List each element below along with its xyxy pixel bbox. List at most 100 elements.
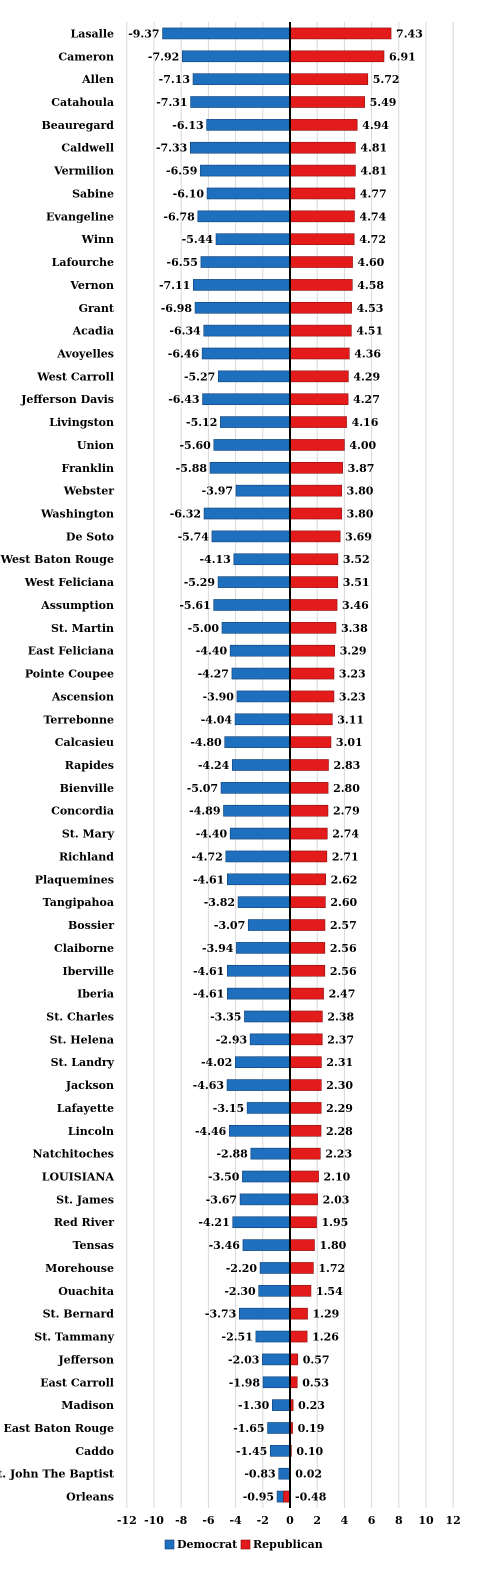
bar-republican-9 (289, 233, 355, 245)
bar-democrat-1 (181, 50, 291, 63)
bar-republican-4 (289, 119, 358, 131)
bar-republican-20 (289, 484, 342, 497)
bar-democrat-6 (200, 164, 291, 177)
category-label-23: West Baton Rouge (0, 553, 114, 566)
value-label-democrat-39: -3.07 (214, 919, 245, 932)
bar-republican-48 (289, 1124, 322, 1137)
bar-republican-34 (289, 804, 329, 817)
bar-democrat-8 (197, 210, 291, 223)
bar-republican-18 (289, 439, 345, 451)
value-label-democrat-30: -4.04 (201, 713, 233, 726)
category-label-5: Caldwell (61, 142, 114, 155)
bar-republican-0 (289, 27, 392, 40)
value-label-democrat-37: -4.61 (193, 873, 224, 886)
value-label-republican-39: 2.57 (330, 919, 357, 932)
value-label-republican-15: 4.29 (353, 370, 380, 383)
bar-republican-7 (289, 187, 356, 200)
bar-democrat-34 (223, 804, 291, 817)
value-label-republican-1: 6.91 (389, 50, 416, 63)
value-label-democrat-12: -6.98 (161, 302, 193, 315)
value-label-republican-57: 1.26 (312, 1331, 339, 1344)
bar-democrat-21 (203, 507, 291, 520)
bar-democrat-18 (213, 439, 291, 451)
category-label-52: Red River (54, 1216, 114, 1229)
value-label-republican-44: 2.37 (327, 1033, 354, 1046)
value-label-republican-12: 4.53 (357, 302, 384, 315)
value-label-democrat-56: -3.73 (205, 1308, 236, 1321)
bar-democrat-58 (262, 1353, 291, 1366)
category-label-10: Lafourche (52, 256, 114, 269)
bar-republican-19 (289, 461, 343, 474)
value-label-democrat-45: -4.02 (201, 1056, 232, 1069)
value-label-democrat-19: -5.88 (176, 462, 208, 475)
category-label-33: Bienville (60, 782, 114, 795)
value-label-republican-20: 3.80 (347, 485, 374, 498)
bar-republican-6 (289, 164, 356, 177)
category-label-28: Pointe Coupee (25, 668, 114, 681)
category-label-7: Sabine (72, 187, 114, 200)
category-label-43: St. Charles (46, 1010, 114, 1023)
bar-republican-42 (289, 987, 324, 1000)
value-label-democrat-43: -3.35 (210, 1010, 241, 1023)
bar-democrat-29 (236, 690, 291, 703)
bar-republican-15 (289, 370, 349, 383)
value-label-democrat-29: -3.90 (203, 690, 235, 703)
value-label-republican-64: -0.48 (295, 1491, 327, 1504)
bar-republican-54 (289, 1262, 314, 1274)
value-label-democrat-7: -6.10 (173, 187, 205, 200)
value-label-republican-46: 2.30 (326, 1079, 353, 1092)
bar-republican-36 (289, 850, 328, 863)
value-label-democrat-55: -2.30 (224, 1285, 256, 1298)
value-label-democrat-61: -1.65 (233, 1422, 264, 1435)
value-label-democrat-10: -6.55 (167, 256, 198, 269)
bar-republican-12 (289, 301, 352, 314)
value-label-democrat-13: -6.34 (169, 325, 201, 338)
category-label-53: Tensas (73, 1239, 114, 1252)
value-label-democrat-6: -6.59 (166, 165, 197, 178)
bar-democrat-14 (201, 347, 291, 360)
value-label-democrat-22: -5.74 (178, 530, 210, 543)
value-label-democrat-26: -5.00 (188, 622, 220, 635)
bar-democrat-35 (229, 827, 291, 840)
value-label-democrat-28: -4.27 (198, 668, 229, 681)
bar-republican-44 (289, 1033, 323, 1046)
bar-democrat-24 (217, 576, 291, 588)
value-label-republican-53: 1.80 (319, 1239, 346, 1252)
bar-republican-59 (289, 1376, 298, 1389)
bar-republican-49 (289, 1147, 321, 1160)
value-label-republican-13: 4.51 (356, 325, 383, 338)
bar-democrat-60 (272, 1399, 291, 1411)
category-label-58: Jefferson (57, 1353, 114, 1366)
value-label-republican-54: 1.72 (318, 1262, 345, 1275)
value-label-democrat-49: -2.88 (216, 1148, 248, 1161)
bar-republican-45 (289, 1056, 322, 1068)
x-tick-label-8: 4 (341, 1514, 349, 1527)
bar-democrat-10 (200, 256, 291, 268)
bar-republican-35 (289, 827, 328, 840)
category-label-6: Vermilion (53, 165, 114, 178)
category-label-45: St. Landry (51, 1056, 115, 1069)
bar-republican-22 (289, 530, 341, 543)
bar-republican-27 (289, 644, 336, 657)
category-label-20: Webster (63, 485, 114, 498)
bar-democrat-54 (259, 1262, 291, 1274)
value-label-republican-19: 3.87 (348, 462, 375, 475)
bar-democrat-3 (190, 96, 291, 108)
value-label-republican-9: 4.72 (359, 233, 386, 246)
category-label-13: Acadia (72, 325, 114, 338)
value-label-republican-6: 4.81 (360, 165, 387, 178)
value-label-republican-63: 0.02 (295, 1468, 322, 1481)
bar-democrat-46 (226, 1079, 291, 1091)
category-label-12: Grant (79, 302, 115, 315)
category-label-47: Lafayette (57, 1102, 114, 1115)
value-label-republican-59: 0.53 (302, 1376, 329, 1389)
value-label-republican-4: 4.94 (362, 119, 389, 132)
value-label-republican-14: 4.36 (354, 347, 381, 360)
bar-democrat-37 (227, 873, 291, 886)
value-label-republican-11: 4.58 (357, 279, 384, 292)
bar-republican-51 (289, 1193, 318, 1206)
bar-democrat-32 (232, 759, 291, 771)
bar-democrat-16 (202, 393, 291, 406)
value-label-republican-10: 4.60 (358, 256, 385, 269)
